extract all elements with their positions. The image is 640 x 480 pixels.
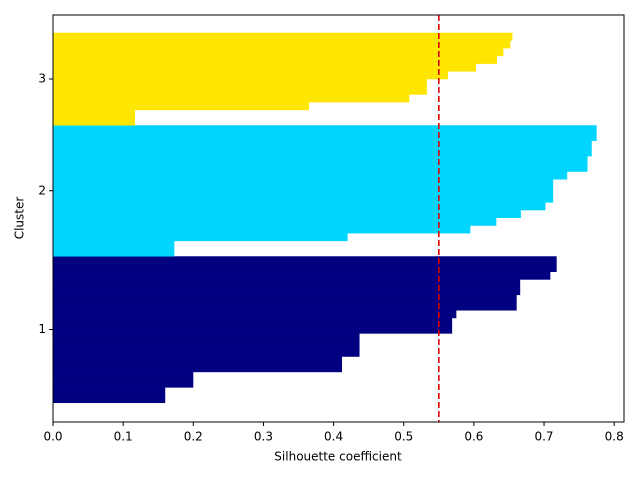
bar (53, 395, 166, 404)
x-tick-label: 0.0 (43, 430, 62, 444)
bar (53, 263, 557, 272)
bar (53, 302, 517, 311)
bar (53, 240, 175, 249)
bar (53, 71, 448, 80)
bar (53, 55, 498, 64)
bar (53, 40, 511, 49)
bar (53, 171, 568, 180)
bar (53, 63, 476, 72)
bar (53, 379, 194, 388)
y-tick-label: 1 (38, 322, 46, 336)
bar (53, 179, 554, 188)
bar (53, 132, 597, 141)
x-tick-label: 0.4 (324, 430, 343, 444)
bar (53, 294, 517, 303)
bar (53, 117, 136, 126)
bar (53, 48, 504, 57)
bar (53, 156, 588, 165)
bar (53, 186, 554, 195)
x-tick-label: 0.8 (605, 430, 624, 444)
bar (53, 248, 175, 257)
y-axis-label: Cluster (13, 197, 27, 240)
x-tick-label: 0.5 (394, 430, 413, 444)
bar (53, 348, 360, 357)
bar (53, 356, 343, 365)
bar (53, 333, 360, 342)
bar (53, 310, 457, 319)
bar (53, 94, 410, 103)
bar (53, 217, 497, 226)
x-tick-label: 0.1 (114, 430, 133, 444)
bar (53, 287, 521, 296)
bar (53, 78, 427, 87)
bar (53, 271, 551, 280)
bar (53, 341, 360, 350)
bar (53, 32, 513, 41)
y-tick-label: 2 (38, 183, 46, 197)
bar (53, 194, 554, 203)
axes-frame (52, 14, 625, 423)
bar (53, 163, 588, 172)
bar (53, 225, 471, 234)
bar (53, 125, 597, 134)
bar (53, 317, 453, 326)
bar (53, 202, 546, 211)
bar (53, 148, 592, 157)
y-tick-label: 3 (38, 71, 46, 85)
x-tick-label: 0.3 (254, 430, 273, 444)
bar (53, 86, 427, 95)
x-tick-label: 0.6 (464, 430, 483, 444)
x-tick-label: 0.2 (184, 430, 203, 444)
bar (53, 102, 310, 111)
bar (53, 387, 166, 396)
x-axis-label: Silhouette coefficient (274, 450, 402, 464)
bar (53, 256, 557, 265)
bar (53, 325, 453, 334)
bar (53, 364, 343, 373)
bar (53, 371, 194, 380)
bar (53, 210, 521, 219)
bar (53, 109, 136, 118)
bar (53, 233, 348, 242)
x-tick-label: 0.7 (534, 430, 553, 444)
bar (53, 140, 592, 149)
bar (53, 279, 521, 288)
